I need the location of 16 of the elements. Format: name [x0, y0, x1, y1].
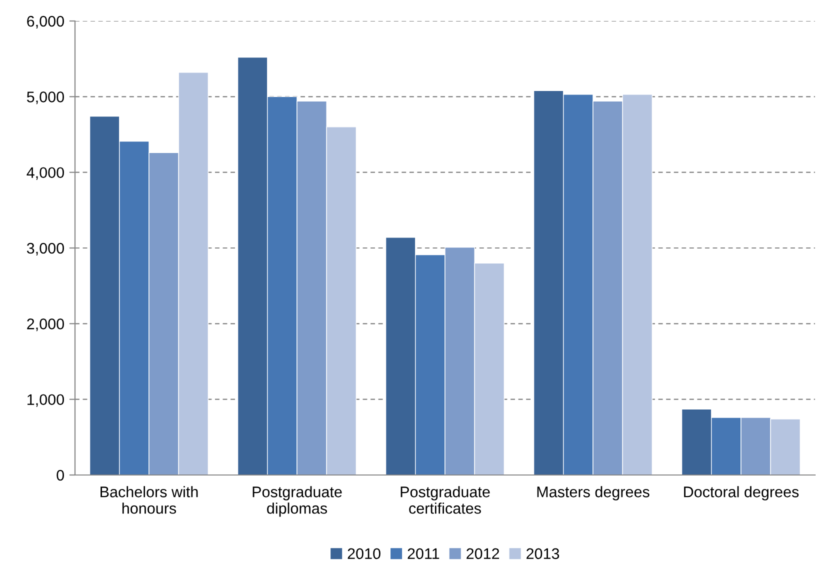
legend-label: 2011	[408, 548, 440, 560]
y-tick-label: 6,000	[27, 16, 64, 28]
x-tick-label: Doctoral degrees	[684, 486, 799, 500]
legend-label: 2010	[348, 548, 380, 560]
y-tick-label: 2,000	[27, 318, 64, 332]
y-tick-label: 4,000	[26, 167, 64, 180]
x-tick-label: Postgraduate certificates	[400, 486, 490, 514]
x-tick-label: Bachelors with honours	[100, 486, 198, 514]
y-tick-label: 5,000	[26, 92, 64, 104]
legend-label: 2012	[466, 548, 500, 560]
y-tick-label: 1,000	[28, 394, 64, 407]
x-tick-label: Masters degrees	[537, 486, 650, 500]
y-tick-label: 3,000	[26, 242, 64, 256]
legend-label: 2013	[526, 548, 560, 560]
y-tick-label: 0	[56, 470, 64, 481]
x-tick-label: Postgraduate diplomas	[252, 486, 342, 517]
